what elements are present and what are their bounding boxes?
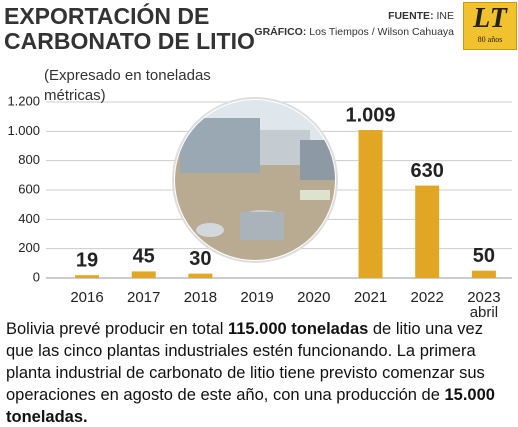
footer-bold: 115.000 toneladas bbox=[227, 320, 369, 338]
data-label: 630 bbox=[411, 160, 444, 182]
data-label: 19 bbox=[76, 249, 98, 271]
y-tick-label: 400 bbox=[18, 211, 40, 226]
title: EXPORTACIÓN DE CARBONATO DE LITIO bbox=[4, 4, 255, 54]
x-tick-label: 2016 bbox=[70, 289, 104, 306]
footer-part: de litio una vez que las cinco plantas i… bbox=[6, 320, 485, 404]
bar bbox=[75, 275, 99, 278]
footer-part: Bolivia prevé producir en total bbox=[6, 320, 228, 338]
source-label: FUENTE: bbox=[388, 10, 434, 22]
bar bbox=[471, 270, 496, 278]
y-tick-label: 800 bbox=[18, 152, 40, 167]
bar bbox=[131, 271, 156, 278]
subtitle: (Expresado en toneladas métricas) bbox=[44, 67, 211, 104]
logo-sub: 80 años bbox=[477, 35, 503, 44]
logo-text: LT bbox=[473, 3, 507, 34]
title-line: CARBONATO DE LITIO bbox=[4, 28, 255, 54]
y-tick-label: 200 bbox=[18, 240, 40, 255]
photo bbox=[172, 97, 338, 263]
x-tick-label: 2023 abril bbox=[467, 289, 501, 321]
credits: FUENTE: INE GRÁFICO: Los Tiempos / Wilso… bbox=[254, 8, 454, 40]
credit-label: GRÁFICO: bbox=[254, 26, 307, 38]
bar bbox=[188, 273, 213, 278]
x-tick-label: 2018 bbox=[183, 289, 218, 306]
footer-text: Bolivia prevé producir en total 115.000 … bbox=[6, 318, 511, 427]
data-label: 1.009 bbox=[345, 104, 395, 126]
x-tick-label: 2017 bbox=[127, 289, 161, 306]
bar bbox=[415, 185, 440, 278]
y-tick-label: 0 bbox=[33, 269, 40, 284]
x-tick-label: 2022 bbox=[410, 289, 444, 306]
y-tick-label: 1.200 bbox=[7, 93, 40, 108]
source: INE bbox=[436, 10, 454, 22]
footer-bold: 15.000 toneladas. bbox=[6, 386, 495, 426]
y-tick-label: 600 bbox=[18, 181, 40, 196]
bar bbox=[358, 130, 383, 278]
title-line: EXPORTACIÓN DE bbox=[4, 3, 210, 29]
x-tick-label: 2019 bbox=[240, 289, 274, 306]
y-tick-label: 1.000 bbox=[7, 123, 40, 138]
data-label: 30 bbox=[189, 248, 211, 270]
x-tick-label: 2021 bbox=[353, 289, 388, 306]
x-tick-label: 2020 bbox=[297, 289, 331, 306]
credit: Los Tiempos / Wilson Cahuaya bbox=[309, 26, 454, 38]
data-label: 45 bbox=[133, 246, 155, 268]
logo: LT 80 años bbox=[463, 2, 517, 50]
data-label: 50 bbox=[473, 245, 495, 267]
